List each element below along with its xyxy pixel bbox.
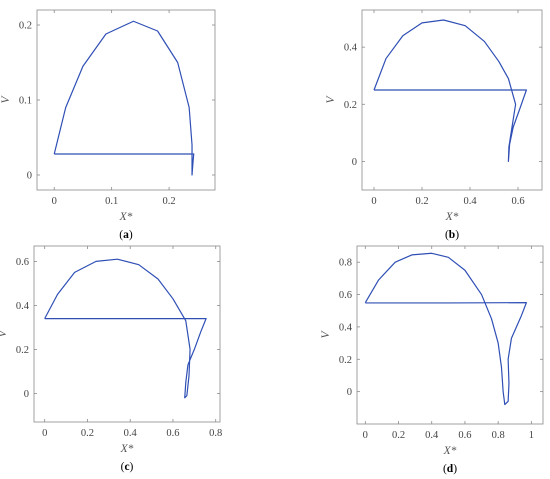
x-tick-label: 0 <box>371 196 376 207</box>
y-tick-label: 0.4 <box>16 301 30 312</box>
panel-caption: (c) <box>121 461 134 473</box>
x-tick-label: 1 <box>529 430 534 441</box>
y-axis-label: V <box>320 330 332 339</box>
panel-caption: (b) <box>445 229 459 241</box>
x-tick-label: 0.8 <box>209 428 222 439</box>
series-line <box>53 20 195 176</box>
y-tick-label: 0.2 <box>339 355 352 366</box>
series-line <box>364 252 527 406</box>
y-tick-label: 0.1 <box>19 96 32 107</box>
y-axis-label: V <box>325 95 337 104</box>
y-tick-label: 0 <box>352 157 357 168</box>
y-tick-label: 0 <box>347 387 352 398</box>
y-tick-label: 0.6 <box>339 290 352 301</box>
y-tick-label: 0.2 <box>344 100 357 111</box>
series-line <box>373 19 527 163</box>
x-axis-label: X* <box>119 211 133 223</box>
panel-d: 0 0.2 0.4 0.6 0.8 1 0 0.2 0.4 0.6 0.8 X* V (d) <box>320 245 544 475</box>
x-tick-label: 0.4 <box>463 196 477 207</box>
panel-caption: (a) <box>119 229 133 241</box>
y-tick-label: 0.2 <box>16 345 29 356</box>
x-axis-label: X* <box>445 211 459 223</box>
plot-frame <box>356 245 544 425</box>
y-tick-label: 0.2 <box>19 21 32 32</box>
plot-frame <box>36 9 216 191</box>
y-tick-label: 0.4 <box>339 322 353 333</box>
panel-a: 0 0.1 0.2 0 0.1 0.2 X* V (a) <box>0 9 216 241</box>
y-tick-label: 0.6 <box>16 257 29 268</box>
x-tick-label: 0.6 <box>458 430 471 441</box>
panel-c: 0 0.2 0.4 0.6 0.8 0 0.2 0.4 0.6 X* V (c) <box>0 245 222 473</box>
x-tick-label: 0.2 <box>415 196 428 207</box>
x-tick-label: 0.2 <box>163 196 176 207</box>
x-tick-label: 0.1 <box>105 196 118 207</box>
x-axis-label: X* <box>443 445 457 457</box>
plot-frame <box>361 9 543 191</box>
x-tick-label: 0.6 <box>511 196 524 207</box>
x-tick-label: 0.2 <box>392 430 405 441</box>
x-tick-label: 0.4 <box>124 428 138 439</box>
y-tick-label: 0 <box>27 171 32 182</box>
x-tick-label: 0.2 <box>81 428 94 439</box>
x-tick-label: 0.4 <box>425 430 439 441</box>
y-tick-label: 0.4 <box>344 43 358 54</box>
series-line <box>44 258 207 399</box>
y-tick-label: 0 <box>24 389 29 400</box>
plot-frame <box>33 245 221 423</box>
x-tick-label: 0.8 <box>492 430 505 441</box>
y-axis-label: V <box>0 95 12 104</box>
x-tick-label: 0 <box>52 196 57 207</box>
x-tick-label: 0.6 <box>166 428 179 439</box>
y-tick-label: 0.8 <box>339 258 352 269</box>
y-axis-label: V <box>0 329 9 338</box>
x-axis-label: X* <box>120 443 134 455</box>
panel-caption: (d) <box>443 463 457 475</box>
x-tick-label: 0 <box>42 428 47 439</box>
x-tick-label: 0 <box>363 430 368 441</box>
panel-b: 0 0.2 0.4 0.6 0 0.2 0.4 X* V (b) <box>325 9 543 241</box>
